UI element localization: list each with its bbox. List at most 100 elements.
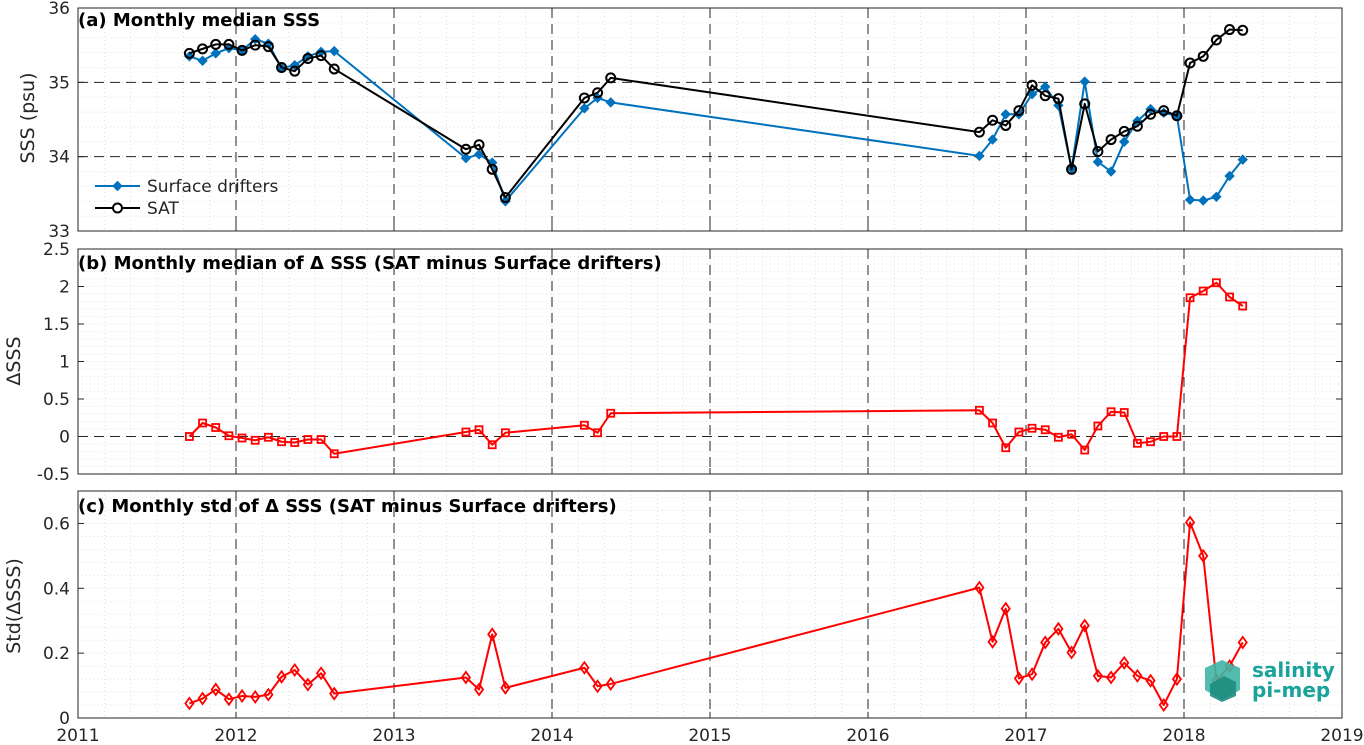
y-tick-label: 36 (48, 0, 70, 19)
x-tick-label: 2012 (214, 726, 257, 745)
delta-std-point (1079, 618, 1090, 633)
drifters-point (473, 149, 485, 160)
delta-median-point (500, 428, 510, 438)
sat-point (473, 139, 485, 151)
delta-std-point (487, 627, 498, 642)
delta-median-point (329, 449, 339, 459)
sat-point (262, 41, 274, 53)
sat-point (249, 39, 261, 51)
delta-std-point (250, 689, 261, 704)
panel-b: -0.5 0 0.5 1 1.5 2 2.5 (b) Monthly median of Δ… (3, 240, 1343, 485)
sat-point (1171, 110, 1183, 122)
sat-point (276, 61, 288, 73)
delta-median-point (579, 420, 589, 430)
delta-std-point (210, 682, 221, 697)
delta-median-point (1159, 432, 1169, 441)
y-tick-label: 33 (48, 222, 70, 242)
drifters-point (329, 45, 340, 57)
drifters-point (1000, 109, 1011, 120)
x-tick-label: 2011 (56, 726, 99, 745)
sat-point (1237, 24, 1249, 36)
delta-std-point (184, 696, 195, 711)
delta-median-point (974, 405, 984, 415)
sat-point (289, 65, 301, 77)
x-tick-label: 2017 (1004, 726, 1047, 745)
delta-median-point (316, 435, 326, 444)
delta-median-point (1027, 423, 1037, 433)
delta-std-point (592, 679, 603, 694)
delta-std-point (1119, 655, 1130, 670)
panel-b-title: (b) Monthly median of Δ SSS (SAT minus S… (78, 253, 662, 274)
x-tick-label: 2014 (530, 726, 573, 745)
delta-std-point (263, 687, 274, 702)
drifters-point (974, 150, 985, 162)
y-tick-label: 0 (59, 709, 70, 729)
delta-std-point (276, 669, 287, 684)
sat-point (1158, 105, 1170, 117)
sat-point (1184, 57, 1196, 69)
sat-point (486, 163, 498, 175)
drifters-point (197, 55, 208, 66)
drifters-point (184, 51, 195, 62)
delta-median-point (263, 432, 273, 442)
delta-median-point (1014, 427, 1024, 437)
delta-median-point (1053, 432, 1063, 442)
delta-median-point (1067, 429, 1076, 439)
delta-std-point (1105, 670, 1117, 685)
delta-std-point (236, 688, 248, 703)
sat-point (1092, 145, 1104, 157)
logo-line1: salinity (1252, 658, 1335, 682)
sat-point (605, 72, 617, 84)
delta-median-point (988, 418, 997, 428)
sat-point (1131, 120, 1143, 132)
drifters-point (987, 134, 998, 145)
delta-median-point (224, 431, 234, 441)
panel-c-series-line (189, 521, 1244, 707)
sat-point (236, 44, 248, 56)
delta-median-point (250, 435, 260, 445)
sat-point (1052, 93, 1064, 105)
x-tick-label: 2019 (1320, 726, 1363, 745)
panel-a: 33 34 35 36 (a) Monthly median SSS SSS (psu… (17, 0, 1343, 242)
legend: Surface drifters SAT (95, 177, 278, 219)
y-tick-label: 0.2 (43, 644, 70, 664)
sat-point (1210, 34, 1222, 46)
delta-std-point (1158, 697, 1169, 713)
panel-b-ylabel: ΔSSS (3, 336, 25, 385)
delta-median-point (1080, 445, 1090, 455)
x-tick-label: 2015 (688, 726, 731, 745)
delta-std-point (329, 686, 340, 701)
delta-median-point (1198, 286, 1208, 296)
delta-std-point (1040, 635, 1051, 650)
y-tick-label: 1.5 (43, 315, 70, 335)
x-tick-label: 2018 (1162, 726, 1205, 745)
sat-point (1197, 50, 1209, 62)
drifters-point (579, 103, 590, 114)
delta-median-point (593, 428, 602, 438)
delta-std-point (974, 580, 985, 595)
sat-point (223, 38, 235, 50)
delta-std-point (289, 662, 300, 678)
legend-drifters-label: Surface drifters (147, 177, 278, 197)
delta-median-point (1040, 425, 1050, 435)
legend-sat-label: SAT (147, 199, 179, 219)
delta-std-point (1053, 621, 1064, 636)
drifters-point (1105, 166, 1117, 177)
sat-point (302, 53, 314, 65)
y-tick-label: 2 (59, 278, 70, 298)
delta-median-point (1238, 301, 1248, 311)
delta-median-point (1225, 292, 1234, 302)
delta-median-point (184, 432, 194, 441)
sat-point (210, 38, 222, 50)
delta-std-point (500, 680, 511, 695)
y-tick-label: 0.5 (43, 390, 70, 410)
delta-std-point (1013, 671, 1025, 686)
y-tick-label: 2.5 (43, 240, 70, 260)
panel-a-ylabel: SSS (psu) (17, 72, 39, 163)
delta-median-point (1172, 432, 1182, 441)
delta-median-point (198, 418, 207, 428)
delta-median-point (461, 427, 471, 437)
delta-median-point (1119, 408, 1129, 417)
sat-point (1224, 24, 1236, 36)
x-tick-labels: 2011 2012 2013 2014 2015 2016 2017 2018 2019 (56, 726, 1363, 745)
